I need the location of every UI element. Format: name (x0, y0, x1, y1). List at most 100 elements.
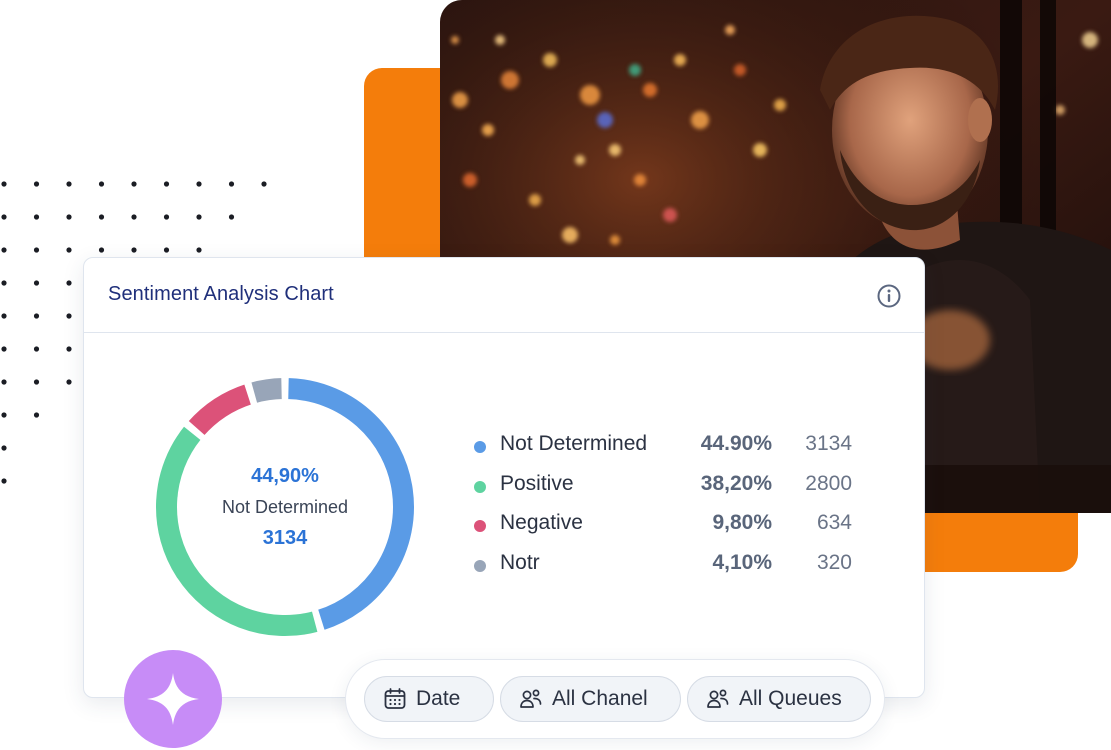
channel-filter-button[interactable]: All Chanel (500, 676, 681, 722)
pattern-dot (228, 181, 235, 187)
pattern-dot (228, 214, 235, 220)
pattern-dot (1, 214, 7, 220)
bokeh-light (674, 54, 686, 66)
pattern-dot (33, 379, 40, 385)
info-icon[interactable] (876, 283, 902, 309)
pattern-dot (33, 412, 40, 418)
legend-label: Not Determined (500, 432, 648, 455)
pattern-dot (66, 346, 72, 352)
pattern-dot (131, 181, 137, 187)
pattern-dot (98, 181, 105, 187)
pattern-dot (261, 181, 267, 187)
bokeh-light (734, 64, 746, 76)
legend-label: Notr (500, 550, 540, 574)
legend-dot-notr (474, 559, 486, 572)
bokeh-light (610, 235, 620, 245)
legend-item[interactable]: Notr 4,10% 320 (474, 545, 894, 585)
pattern-dot (33, 313, 40, 319)
bokeh-light (529, 194, 541, 206)
channel-filter-label: All Chanel (552, 687, 648, 710)
ai-sparkle-badge[interactable] (124, 650, 222, 748)
pattern-dot (66, 247, 72, 253)
legend-count: 320 (816, 550, 852, 574)
donut-chart (154, 376, 416, 638)
queues-filter-label: All Queues (739, 687, 842, 710)
pattern-dot (33, 247, 40, 253)
pattern-dot (131, 214, 137, 220)
pattern-dot (66, 181, 72, 187)
bokeh-light (753, 143, 767, 157)
dot-pattern (1, 181, 267, 484)
bokeh-light (1055, 105, 1065, 115)
users-icon (707, 689, 729, 708)
pattern-dot (131, 247, 137, 253)
pattern-dot (163, 214, 170, 220)
pattern-dot (33, 214, 40, 220)
card-title: Sentiment Analysis Chart (108, 283, 334, 305)
bokeh-light (643, 83, 657, 97)
bokeh-light (691, 111, 709, 129)
queues-filter-button[interactable]: All Queues (687, 676, 871, 722)
pattern-dot (1, 478, 7, 484)
bokeh-light (629, 64, 641, 76)
pattern-dot (1, 412, 7, 418)
bokeh-light (452, 92, 468, 108)
pattern-dot (98, 247, 105, 253)
bokeh-light (463, 173, 477, 187)
pattern-dot (33, 346, 40, 352)
bokeh-light (501, 71, 519, 89)
pattern-dot (1, 247, 7, 253)
donut-slice-negative[interactable] (186, 382, 254, 438)
pattern-dot (66, 214, 72, 220)
legend-count: 2800 (805, 471, 852, 495)
pattern-dot (33, 280, 40, 286)
legend-count: 634 (816, 511, 852, 534)
bokeh-light (1082, 32, 1098, 48)
bokeh-light (609, 144, 621, 156)
legend-label: Positive (500, 471, 574, 495)
pattern-dot (163, 247, 170, 253)
bokeh-light (725, 25, 735, 35)
pattern-dot (1, 181, 7, 187)
bokeh-light (774, 99, 786, 111)
pattern-dot (1, 280, 7, 286)
pattern-dot (66, 379, 72, 385)
bokeh-light (597, 112, 613, 128)
legend-percent: 44.90% (700, 432, 772, 455)
legend-label: Negative (500, 511, 583, 534)
legend-dot-negative (474, 520, 486, 532)
calendar-icon (384, 688, 406, 709)
pattern-dot (196, 247, 202, 253)
pattern-dot (1, 379, 7, 385)
date-filter-label: Date (416, 687, 461, 710)
legend-item[interactable]: Positive 38,20% 2800 (474, 466, 894, 506)
donut-slice-notr[interactable] (249, 376, 284, 405)
pattern-dot (66, 280, 72, 286)
donut-slice-not-determined[interactable] (286, 376, 416, 633)
card-header: Sentiment Analysis Chart (84, 258, 924, 333)
users-icon (520, 689, 542, 708)
pattern-dot (1, 313, 7, 319)
pattern-dot (1, 445, 7, 451)
bokeh-light (543, 53, 557, 67)
pattern-dot (98, 214, 105, 220)
donut-slice-positive[interactable] (154, 424, 320, 638)
sentiment-card: Sentiment Analysis Chart 44,90% Not Dete… (83, 257, 925, 698)
chart-legend: Not Determined 44.90% 3134 Positive 38,2… (474, 426, 894, 584)
legend-count: 3134 (805, 432, 852, 455)
legend-dot-not-determined (474, 441, 486, 453)
legend-percent: 4,10% (712, 550, 772, 574)
bokeh-light (634, 174, 646, 186)
pattern-dot (33, 181, 40, 187)
bokeh-light (575, 155, 585, 165)
legend-dot-positive (474, 480, 486, 493)
pattern-dot (1, 346, 7, 352)
bokeh-light (451, 36, 459, 44)
legend-item[interactable]: Negative 9,80% 634 (474, 505, 894, 545)
date-filter-button[interactable]: Date (364, 676, 494, 722)
legend-percent: 9,80% (712, 511, 772, 534)
pattern-dot (196, 214, 202, 220)
pattern-dot (66, 313, 72, 319)
legend-item[interactable]: Not Determined 44.90% 3134 (474, 426, 894, 466)
